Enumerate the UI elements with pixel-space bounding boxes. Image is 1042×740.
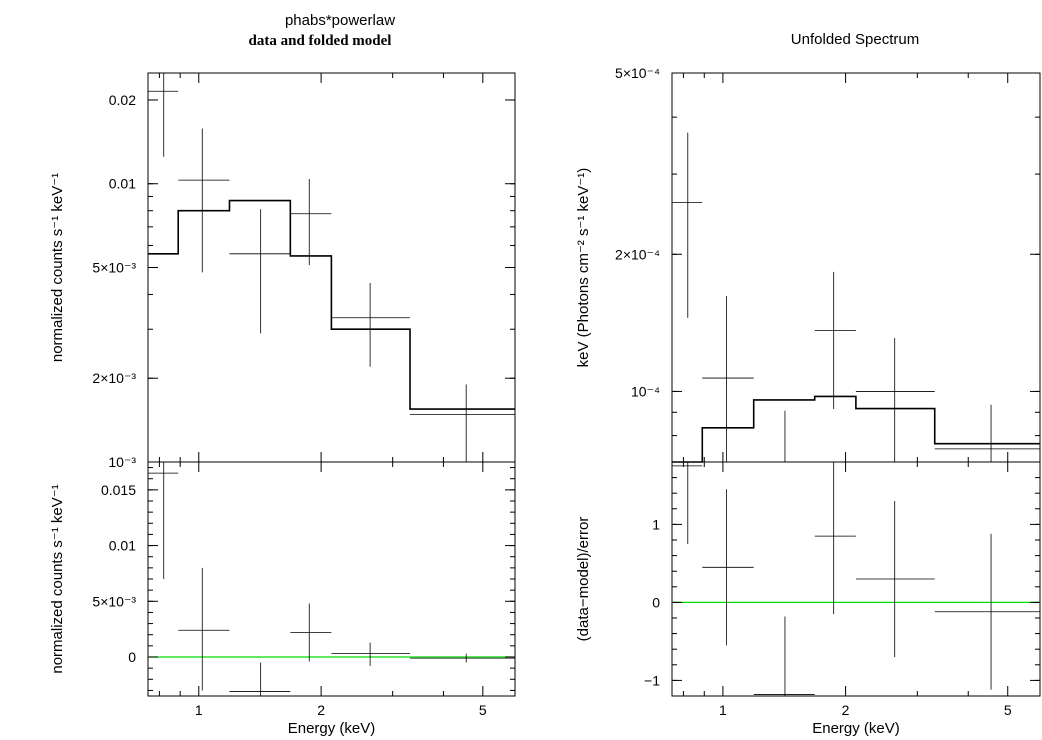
left-bottom-ytick-label: 0.015 (101, 482, 136, 498)
left-bottom-frame (147, 461, 516, 697)
left-title: phabs*powerlaw (285, 12, 395, 29)
left-subtitle: data and folded model (249, 33, 392, 49)
left-bottom-xtick-label: 5 (479, 702, 487, 718)
right-top-ylabel: keV (Photons cm⁻² s⁻¹ keV⁻¹) (575, 168, 592, 368)
left-top-ytick-label: 0.01 (109, 176, 136, 192)
left-bottom-ytick-label: 0.01 (109, 538, 136, 554)
right-bottom-xlabel: Energy (keV) (812, 720, 900, 737)
right-bottom-xtick-label: 2 (842, 702, 850, 718)
right-top-panel: 10⁻⁴ 2×10⁻⁴ 5×10⁻⁴ keV (Photons cm⁻² s⁻¹ ke… (575, 65, 1041, 463)
right-bottom-xtick-label: 1 (719, 702, 727, 718)
left-top-ytick-label: 2×10⁻³ (92, 370, 136, 386)
right-bottom-ytick-label: −1 (644, 672, 660, 688)
panels: 10⁻³ 2×10⁻³ 5×10⁻³ 0.01 0.02 normalized count… (49, 65, 1041, 737)
right-bottom-xtick-label: 5 (1004, 702, 1012, 718)
left-top-panel: 10⁻³ 2×10⁻³ 5×10⁻³ 0.01 0.02 normalized count… (49, 72, 516, 470)
left-bottom-xtick-label: 2 (317, 702, 325, 718)
right-bottom-frame (671, 461, 1041, 697)
left-bottom-xlabel: Energy (keV) (288, 720, 376, 737)
left-top-ytick-label: 0.02 (109, 92, 136, 108)
right-bottom-ylabel: (data−model)/error (575, 517, 592, 642)
left-bottom-ytick-label: 0 (128, 649, 136, 665)
right-bottom-panel: 1 2 5 −1 0 1 (data−model)/error Energy (keV) (575, 461, 1041, 737)
left-bottom-ylabel: normalized counts s⁻¹ keV⁻¹ (49, 484, 66, 673)
right-bottom-ytick-label: 1 (652, 516, 660, 532)
left-bottom-panel: 1 2 5 0 5×10⁻³ 0.01 0.015 normalized counts s⁻¹… (49, 461, 516, 737)
right-top-ytick-label: 5×10⁻⁴ (615, 65, 660, 81)
left-bottom-ytick-label: 5×10⁻³ (92, 593, 136, 609)
left-top-ytick-label: 10⁻³ (108, 454, 136, 470)
right-top-ytick-label: 10⁻⁴ (631, 383, 660, 399)
right-bottom-ytick-label: 0 (652, 594, 660, 610)
left-bottom-xtick-label: 1 (195, 702, 203, 718)
right-top-model-line (672, 395, 1040, 463)
left-top-ylabel: normalized counts s⁻¹ keV⁻¹ (49, 173, 66, 362)
left-top-ytick-label: 5×10⁻³ (92, 260, 136, 276)
right-title: Unfolded Spectrum (791, 31, 919, 48)
right-top-ytick-label: 2×10⁻⁴ (615, 246, 660, 262)
left-top-model-line (148, 199, 515, 410)
